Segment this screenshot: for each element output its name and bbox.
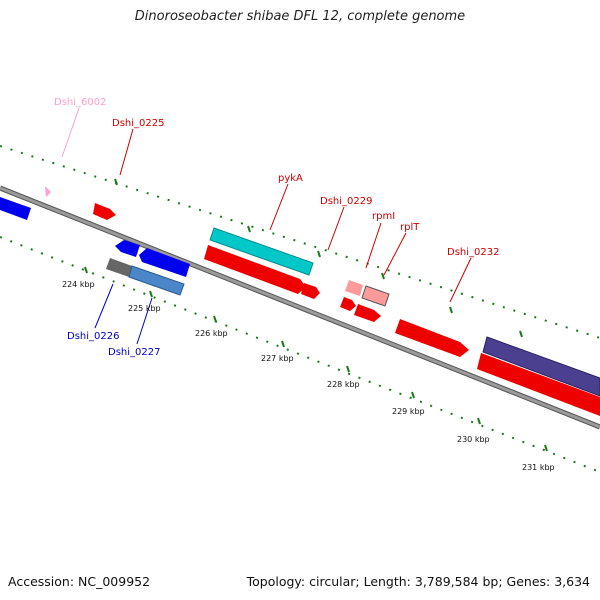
gene-pyka-rna[interactable] [209, 227, 314, 276]
forward-genes [93, 203, 600, 397]
accession-label: Accession: NC_009952 [8, 574, 151, 589]
label-dshi-0226: Dshi_0226 [67, 331, 119, 342]
gene-dshi-6002-marker[interactable] [45, 186, 51, 197]
tick-label-231: 231 kbp [522, 463, 555, 472]
gene-red-long-2[interactable] [395, 319, 469, 357]
tick-label-224: 224 kbp [62, 280, 95, 289]
gene-dshi-0227-block[interactable] [128, 265, 185, 296]
label-rpmi: rpmI [372, 211, 395, 222]
label-dshi-6002: Dshi_6002 [54, 97, 106, 108]
label-dshi-0227: Dshi_0227 [108, 347, 160, 358]
gene-pseudo-right[interactable] [361, 285, 390, 307]
map-title: Dinoroseobacter shibae DFL 12, complete … [134, 9, 466, 24]
gene-dshi-0232-block[interactable] [482, 336, 600, 397]
gene-pseudo-left[interactable] [345, 280, 363, 296]
tick-label-226: 226 kbp [195, 329, 228, 338]
genome-summary: Topology: circular; Length: 3,789,584 bp… [246, 574, 590, 589]
gene-grey-block[interactable] [106, 258, 132, 277]
label-dshi-0225: Dshi_0225 [112, 118, 164, 129]
gene-red-small-3[interactable] [354, 304, 381, 322]
tick-label-229: 229 kbp [392, 407, 425, 416]
label-leaders [61, 107, 472, 345]
label-rplt: rplT [400, 222, 420, 233]
gene-blue-long[interactable] [139, 248, 190, 277]
outer-major-ticks [114, 178, 523, 338]
gene-dshi-0225-arrow[interactable] [93, 203, 116, 220]
tick-label-225: 225 kbp [128, 304, 161, 313]
gene-red-long-1[interactable] [204, 245, 306, 294]
inner-major-ticks [84, 266, 548, 452]
gene-red-long-3[interactable] [477, 353, 600, 416]
label-dshi-0232: Dshi_0232 [447, 247, 499, 258]
tick-label-230: 230 kbp [457, 435, 490, 444]
label-pyka: pykA [278, 173, 303, 184]
gene-left-edge[interactable] [0, 197, 31, 220]
label-dshi-0229: Dshi_0229 [320, 196, 372, 207]
reverse-genes [0, 197, 600, 416]
tick-label-227: 227 kbp [261, 354, 294, 363]
gene-red-small-2[interactable] [340, 297, 356, 311]
tick-label-228: 228 kbp [327, 380, 360, 389]
gene-red-small-1[interactable] [301, 283, 320, 299]
gene-dshi-0226-arrow[interactable] [115, 240, 140, 257]
